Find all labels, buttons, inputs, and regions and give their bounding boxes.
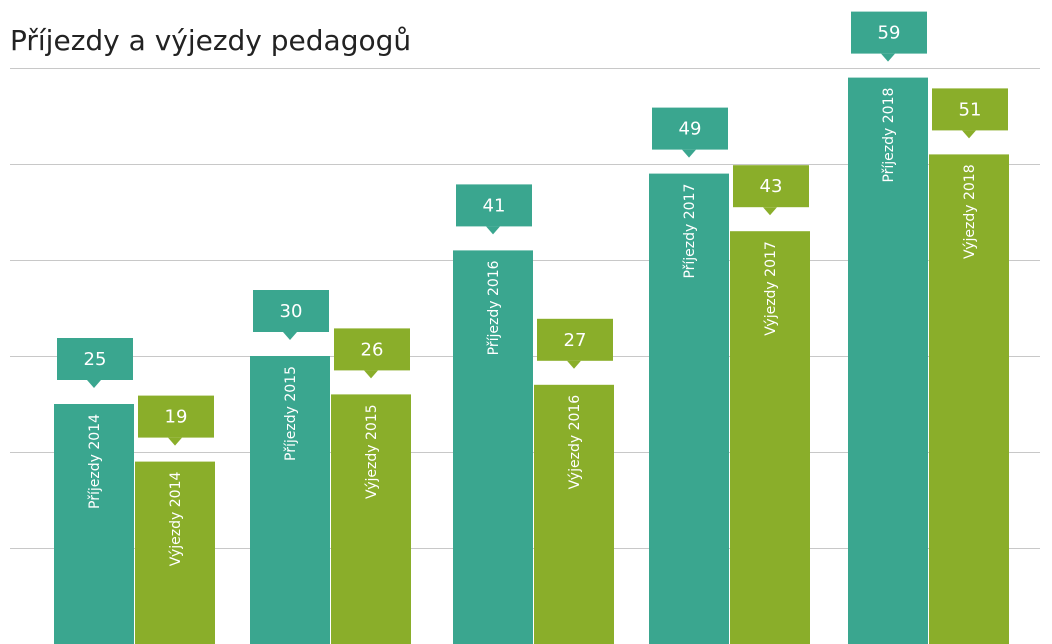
value-pointer: [881, 53, 895, 62]
value-pointer: [168, 437, 182, 446]
bar-label: Příjezdy 2018: [881, 88, 897, 183]
bar: [331, 394, 411, 644]
bar-label: Výjezdy 2017: [763, 241, 779, 336]
value-label: 19: [165, 407, 188, 428]
value-pointer: [682, 149, 696, 158]
value-label: 59: [878, 23, 901, 44]
value-box: [138, 395, 214, 438]
bar: [929, 154, 1009, 644]
value-label: 26: [361, 339, 384, 360]
chart-title: Příjezdy a výjezdy pedagogů: [10, 24, 411, 57]
value-box: [334, 328, 410, 371]
bar-label: Příjezdy 2014: [87, 414, 103, 509]
value-pointer: [763, 207, 777, 216]
value-box: [851, 11, 927, 54]
bar: [649, 173, 729, 644]
value-label: 41: [483, 195, 506, 216]
bar-label: Výjezdy 2018: [962, 164, 978, 259]
bar-label: Výjezdy 2014: [168, 472, 184, 567]
value-label: 27: [564, 330, 587, 351]
value-box: [537, 318, 613, 361]
value-pointer: [962, 130, 976, 139]
bar-label: Příjezdy 2015: [283, 366, 299, 461]
value-pointer: [283, 332, 297, 340]
bar: [730, 231, 810, 644]
value-pointer: [364, 370, 378, 379]
value-label: 25: [84, 349, 107, 370]
value-box: [253, 290, 329, 332]
value-box: [733, 165, 809, 208]
bar: [453, 250, 533, 644]
value-box: [57, 338, 133, 380]
bar: [54, 404, 134, 644]
bar: [135, 461, 215, 644]
bar-label: Výjezdy 2016: [567, 395, 583, 490]
value-box: [456, 184, 532, 227]
bars: Příjezdy 2014 25 Příjezdy 2015 30 Příjezdy 2…: [54, 11, 1009, 644]
value-label: 51: [959, 99, 982, 120]
bar: [534, 384, 614, 644]
value-box: [932, 88, 1008, 131]
bar-label: Příjezdy 2016: [486, 260, 502, 355]
value-box: [652, 107, 728, 150]
bar: [848, 77, 928, 644]
value-pointer: [567, 360, 581, 369]
bar-label: Příjezdy 2017: [682, 184, 698, 279]
bar-label: Výjezdy 2015: [364, 404, 380, 499]
value-pointer: [486, 226, 500, 235]
value-pointer: [87, 380, 101, 388]
value-label: 49: [679, 119, 702, 140]
bar: [250, 356, 330, 644]
value-label: 30: [280, 301, 303, 322]
value-label: 43: [760, 176, 783, 197]
